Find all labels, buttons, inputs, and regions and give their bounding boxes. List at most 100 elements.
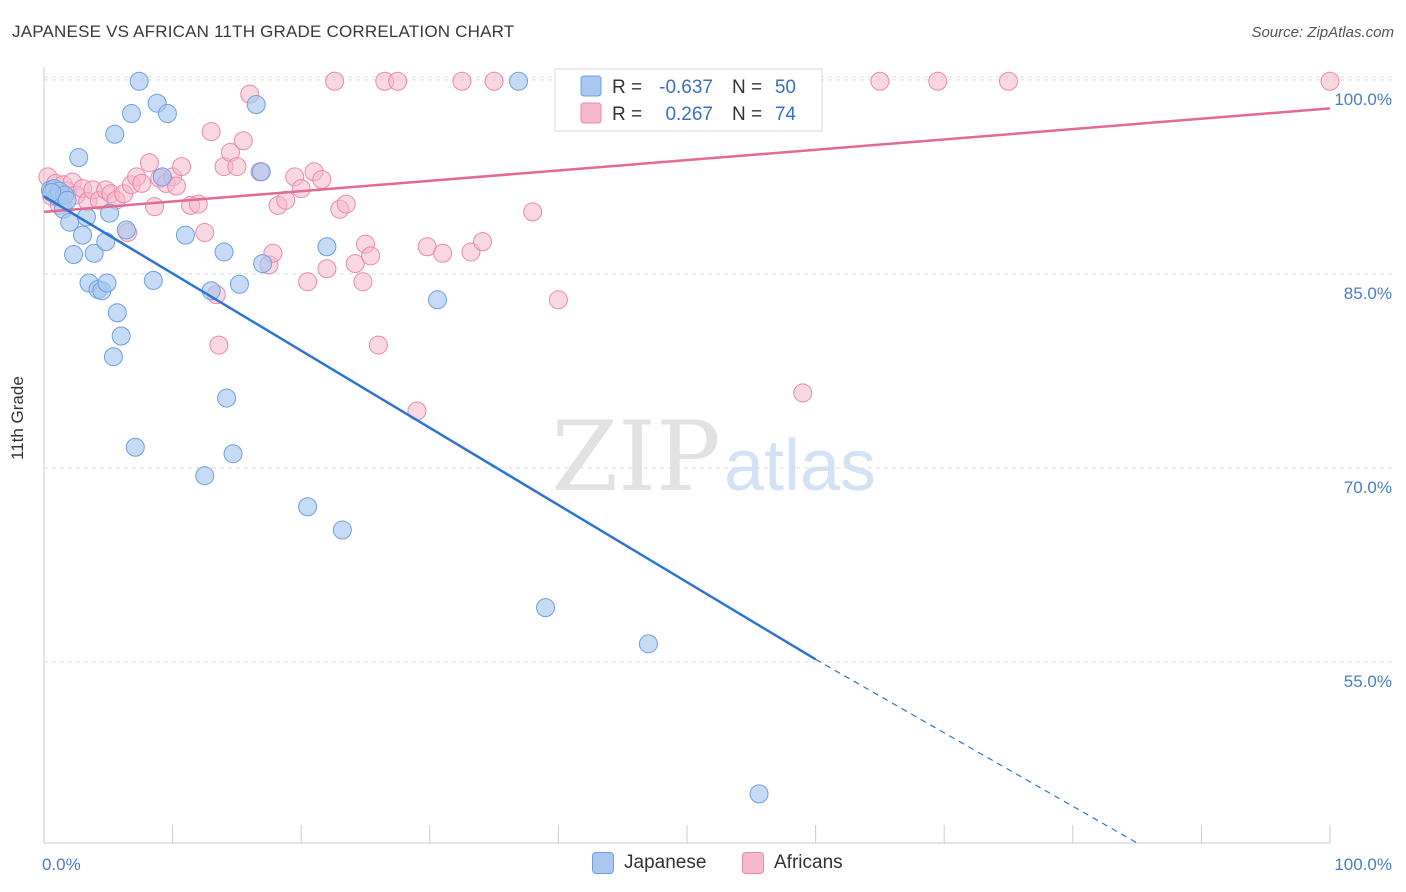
- watermark-atlas: atlas: [724, 426, 876, 506]
- africans-trendline: [43, 107, 1331, 214]
- africans-point-30: [201, 122, 221, 142]
- source-credit: Source: ZipAtlas.com: [1251, 24, 1394, 41]
- legend-label-japanese: Japanese: [624, 852, 707, 873]
- japanese-point-20: [107, 303, 127, 323]
- y-tick-label-3: 100.0%: [1334, 90, 1392, 109]
- japanese-point-28: [152, 167, 172, 187]
- japanese-point-30: [175, 225, 195, 245]
- japanese-point-44: [509, 71, 529, 91]
- africans-point-53: [353, 272, 373, 292]
- japanese-point-43: [428, 290, 448, 310]
- japanese-point-9: [73, 225, 93, 245]
- japanese-swatch: [592, 852, 614, 874]
- y-tick-label-1: 70.0%: [1344, 478, 1392, 497]
- africans-point-20: [139, 153, 159, 173]
- x-tick-label-1: 100.0%: [1334, 855, 1392, 874]
- japanese-point-36: [229, 274, 249, 294]
- africans-point-19: [132, 173, 152, 193]
- africans-point-35: [227, 157, 247, 177]
- africans-point-72: [999, 71, 1018, 91]
- trend-layer: [43, 107, 1331, 844]
- legend-r-value-africans: 0.267: [665, 104, 713, 125]
- africans-point-71: [928, 71, 948, 91]
- africans-point-55: [361, 246, 381, 266]
- africans-point-70: [870, 71, 890, 91]
- africans-point-69: [793, 383, 813, 403]
- japanese-point-26: [143, 270, 163, 290]
- chart-title: JAPANESE VS AFRICAN 11TH GRADE CORRELATI…: [12, 22, 515, 41]
- legend-r-label-africans: R =: [612, 104, 642, 125]
- japanese-point-39: [253, 254, 273, 274]
- japanese-point-40: [298, 497, 318, 517]
- legend-label-africans: Africans: [774, 852, 843, 873]
- japanese-point-19: [105, 124, 125, 144]
- africans-point-48: [317, 259, 337, 279]
- japanese-point-8: [69, 148, 89, 168]
- japanese-point-21: [111, 326, 131, 346]
- legend-item-africans[interactable]: Africans: [742, 852, 843, 874]
- africans-point-61: [433, 243, 453, 263]
- japanese-point-12: [84, 243, 104, 263]
- africans-point-52: [345, 254, 365, 274]
- japanese-point-35: [223, 444, 243, 464]
- legend-n-value-africans: 74: [775, 104, 797, 125]
- japanese-points: [40, 71, 769, 804]
- japanese-point-45: [536, 598, 556, 618]
- africans-point-64: [473, 232, 493, 252]
- japanese-point-24: [125, 437, 145, 457]
- japanese-point-47: [749, 784, 769, 804]
- africans-point-65: [484, 71, 504, 91]
- africans-point-56: [368, 335, 388, 355]
- legend-item-japanese[interactable]: Japanese: [592, 852, 706, 874]
- africans-point-58: [388, 71, 408, 91]
- africans-point-62: [452, 71, 472, 91]
- legend-r-label-japanese: R =: [612, 77, 642, 98]
- japanese-point-41: [317, 237, 337, 257]
- japanese-trendline-extension: [815, 658, 1138, 844]
- japanese-point-16: [97, 273, 117, 293]
- stats-legend: R = -0.637 N = 50 R = 0.267 N = 74: [554, 68, 823, 132]
- africans-swatch: [742, 852, 764, 874]
- japanese-point-7: [64, 245, 84, 265]
- japanese-point-25: [129, 71, 149, 91]
- japanese-trendline: [43, 195, 817, 661]
- y-tick-label-0: 55.0%: [1344, 672, 1392, 691]
- africans-point-26: [172, 157, 192, 177]
- y-tick-label-2: 85.0%: [1344, 284, 1392, 303]
- japanese-point-37: [246, 95, 266, 115]
- africans-point-49: [325, 71, 345, 91]
- japanese-point-22: [116, 220, 136, 240]
- africans-point-73: [1320, 71, 1340, 91]
- watermark-zip: ZIP: [551, 401, 720, 513]
- legend-swatch-africans: [580, 102, 602, 124]
- legend-swatch-japanese: [580, 75, 602, 97]
- series-legend: Japanese Africans: [0, 852, 1406, 878]
- japanese-point-17: [100, 203, 120, 223]
- africans-point-29: [195, 223, 215, 243]
- japanese-point-46: [638, 634, 658, 654]
- africans-point-66: [523, 202, 543, 222]
- legend-n-value-japanese: 50: [775, 77, 796, 98]
- legend-n-label-japanese: N =: [732, 77, 762, 98]
- africans-point-67: [548, 290, 568, 310]
- africans-point-47: [312, 170, 332, 190]
- watermark: ZIP atlas: [551, 401, 876, 513]
- japanese-point-31: [195, 466, 215, 486]
- africans-point-36: [233, 131, 253, 151]
- africans-point-21: [145, 197, 165, 217]
- africans-point-51: [336, 194, 356, 214]
- africans-point-45: [298, 272, 318, 292]
- legend-r-value-japanese: -0.637: [659, 77, 713, 98]
- japanese-point-15: [96, 232, 116, 252]
- africans-point-32: [209, 335, 229, 355]
- japanese-point-38: [251, 162, 271, 182]
- tick-labels: 55.0% 70.0% 85.0% 100.0% 0.0% 100.0%: [42, 90, 1392, 874]
- africans-point-44: [291, 179, 311, 199]
- japanese-point-33: [214, 242, 234, 262]
- japanese-point-23: [121, 104, 141, 124]
- africans-point-25: [166, 176, 186, 196]
- japanese-point-29: [157, 104, 177, 124]
- japanese-point-34: [217, 388, 237, 408]
- x-tick-label-0: 0.0%: [42, 855, 81, 874]
